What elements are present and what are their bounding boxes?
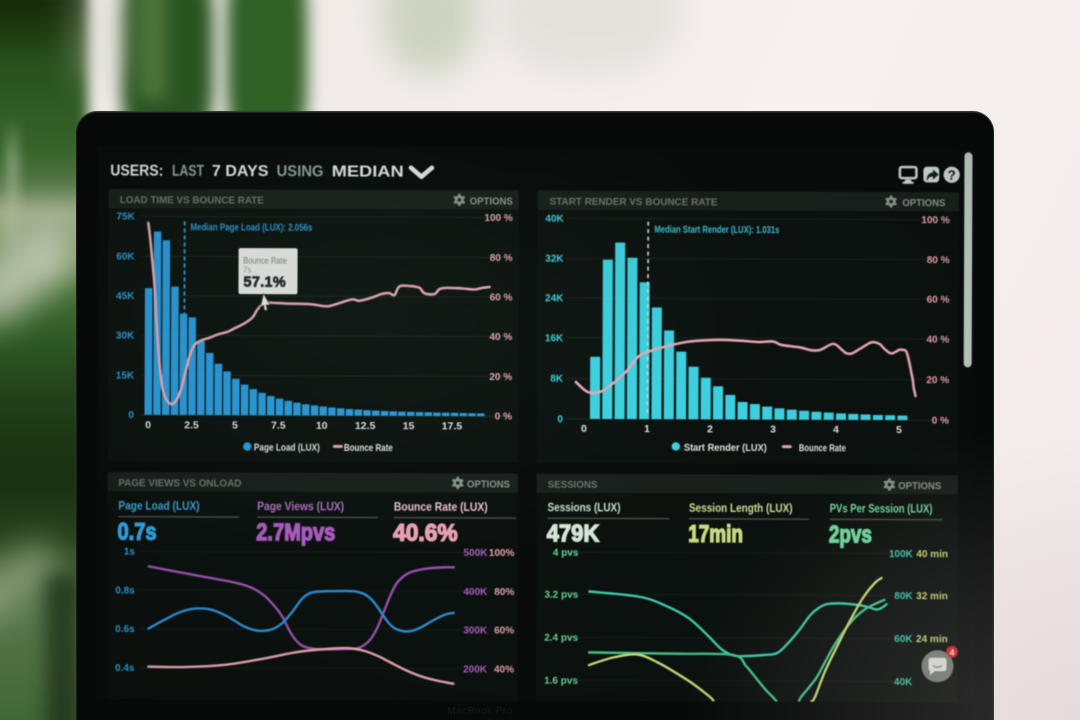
svg-text:4: 4 [833,424,839,436]
svg-text:PVs Per Session (LUX): PVs Per Session (LUX) [830,503,933,515]
svg-text:PAGE VIEWS VS ONLOAD: PAGE VIEWS VS ONLOAD [118,477,241,489]
svg-text:OPTIONS: OPTIONS [470,195,513,207]
svg-text:1s: 1s [124,547,136,558]
svg-text:300K: 300K [463,626,488,637]
svg-text:100%: 100% [489,548,515,559]
svg-text:Page Load (LUX): Page Load (LUX) [254,442,320,454]
svg-text:45K: 45K [116,291,135,302]
svg-text:5: 5 [896,424,902,436]
svg-text:0: 0 [557,414,563,425]
svg-text:MEDIAN: MEDIAN [332,163,404,180]
svg-text:15: 15 [403,420,415,432]
svg-text:2.4 pvs: 2.4 pvs [544,633,578,644]
svg-text:60%: 60% [494,626,514,637]
svg-text:2.7Mpvs: 2.7Mpvs [256,519,335,546]
svg-text:80 %: 80 % [927,255,950,266]
svg-text:?: ? [948,168,956,183]
svg-text:Bounce Rate: Bounce Rate [799,442,846,454]
svg-text:40K: 40K [894,677,913,688]
svg-text:32K: 32K [545,254,564,265]
svg-text:80K: 80K [894,591,913,602]
svg-text:40.6%: 40.6% [393,520,458,547]
svg-text:5: 5 [232,420,238,432]
svg-text:USING: USING [276,163,323,180]
svg-text:OPTIONS: OPTIONS [898,480,941,492]
svg-text:200K: 200K [463,664,488,675]
svg-text:17.5: 17.5 [442,420,463,432]
svg-text:2.5: 2.5 [184,419,199,431]
svg-text:Session Length (LUX): Session Length (LUX) [689,503,793,515]
svg-text:60 %: 60 % [490,293,513,304]
svg-text:40 min: 40 min [916,549,948,560]
svg-text:80 %: 80 % [490,253,513,264]
svg-text:Start Render (LUX): Start Render (LUX) [684,442,767,454]
svg-text:Median Page Load (LUX): 2.056s: Median Page Load (LUX): 2.056s [190,221,312,233]
svg-text:0: 0 [581,423,587,435]
svg-text:7s: 7s [243,266,251,275]
svg-text:1: 1 [644,423,650,435]
svg-text:3: 3 [770,424,776,436]
svg-text:500K: 500K [464,548,489,559]
svg-text:15K: 15K [116,371,135,382]
svg-text:LOAD TIME VS BOUNCE RATE: LOAD TIME VS BOUNCE RATE [120,194,264,207]
svg-text:7.5: 7.5 [271,420,286,432]
svg-text:Bounce Rate: Bounce Rate [243,256,287,267]
svg-text:0 %: 0 % [495,412,512,423]
svg-text:3.2 pvs: 3.2 pvs [544,590,578,601]
svg-text:400K: 400K [463,587,488,598]
svg-text:30K: 30K [116,331,135,342]
svg-text:USERS:: USERS: [110,163,163,180]
svg-text:Sessions (LUX): Sessions (LUX) [547,502,620,514]
svg-text:7 DAYS: 7 DAYS [212,163,269,180]
svg-text:20 %: 20 % [926,375,949,386]
svg-text:80%: 80% [494,587,514,598]
svg-text:32 min: 32 min [916,591,948,602]
svg-text:100 %: 100 % [921,215,950,226]
svg-text:40%: 40% [494,664,514,675]
svg-text:0: 0 [145,419,151,431]
svg-text:40 %: 40 % [926,334,949,345]
svg-text:LAST: LAST [172,163,204,180]
svg-text:60K: 60K [116,252,135,263]
svg-text:Median Start Render (LUX): 1.0: Median Start Render (LUX): 1.031s [654,224,779,236]
svg-text:12.5: 12.5 [355,420,376,432]
svg-text:0.4s: 0.4s [115,663,135,674]
svg-text:2: 2 [707,423,713,435]
svg-text:4: 4 [950,647,955,657]
svg-text:OPTIONS: OPTIONS [902,197,945,209]
svg-text:START RENDER VS BOUNCE RATE: START RENDER VS BOUNCE RATE [549,196,717,209]
svg-text:17min: 17min [688,521,743,548]
svg-text:24K: 24K [545,293,564,304]
svg-text:479K: 479K [547,520,600,547]
svg-text:1.6 pvs: 1.6 pvs [544,676,578,687]
svg-text:0: 0 [128,410,134,421]
svg-text:100 %: 100 % [484,213,513,224]
svg-text:40K: 40K [545,214,564,225]
svg-text:40 %: 40 % [489,332,512,343]
svg-text:SESSIONS: SESSIONS [548,479,598,491]
svg-text:Page Views (LUX): Page Views (LUX) [257,501,344,513]
svg-text:10: 10 [316,420,328,432]
svg-text:Bounce Rate (LUX): Bounce Rate (LUX) [394,502,488,514]
svg-text:2pvs: 2pvs [829,521,872,548]
svg-text:75K: 75K [116,212,135,223]
svg-text:0.6s: 0.6s [115,624,135,635]
svg-text:0.7s: 0.7s [117,519,156,546]
svg-text:24 min: 24 min [916,634,948,645]
svg-text:0.8s: 0.8s [115,585,135,596]
svg-text:Bounce Rate: Bounce Rate [344,442,393,454]
svg-text:0 %: 0 % [932,416,949,427]
svg-text:Page Load (LUX): Page Load (LUX) [118,501,199,513]
svg-text:8K: 8K [550,374,564,385]
svg-text:OPTIONS: OPTIONS [467,478,510,490]
svg-text:60 %: 60 % [927,295,950,306]
svg-text:20 %: 20 % [489,372,512,383]
svg-text:4 pvs: 4 pvs [553,548,579,559]
svg-text:60K: 60K [894,634,913,645]
svg-text:16K: 16K [545,333,564,344]
svg-text:100K: 100K [889,549,914,560]
svg-text:57.1%: 57.1% [243,275,286,291]
